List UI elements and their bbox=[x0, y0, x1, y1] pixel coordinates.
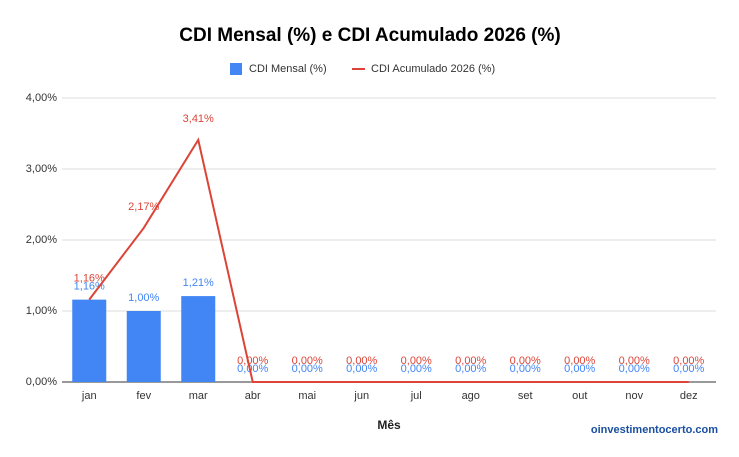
x-tick-label: jul bbox=[410, 390, 422, 402]
x-tick-label: mai bbox=[298, 390, 316, 402]
y-tick-label: 0,00% bbox=[26, 376, 57, 388]
value-label: 0,00% bbox=[564, 355, 595, 367]
value-label: 0,00% bbox=[346, 355, 377, 367]
value-label: 1,21% bbox=[183, 277, 214, 289]
value-label: 0,00% bbox=[455, 363, 486, 375]
value-label: 0,00% bbox=[619, 355, 650, 367]
bar bbox=[126, 311, 161, 382]
x-tick-label: dez bbox=[680, 390, 698, 402]
value-label: 0,00% bbox=[673, 363, 704, 375]
legend-label: CDI Acumulado 2026 (%) bbox=[371, 63, 495, 75]
legend-swatch bbox=[230, 63, 242, 75]
x-tick-label: jun bbox=[353, 390, 369, 402]
x-tick-label: fev bbox=[136, 390, 151, 402]
chart-title: CDI Mensal (%) e CDI Acumulado 2026 (%) bbox=[179, 25, 560, 46]
value-label: 0,00% bbox=[237, 363, 268, 375]
value-label: 0,00% bbox=[292, 363, 323, 375]
x-tick-label: set bbox=[518, 390, 533, 402]
value-label: 0,00% bbox=[346, 363, 377, 375]
x-tick-label: mar bbox=[189, 390, 208, 402]
y-tick-label: 4,00% bbox=[26, 92, 57, 104]
value-label: 0,00% bbox=[510, 363, 541, 375]
value-label: 0,00% bbox=[564, 363, 595, 375]
y-tick-label: 3,00% bbox=[26, 163, 57, 175]
value-label: 0,00% bbox=[401, 363, 432, 375]
value-label: 0,00% bbox=[510, 355, 541, 367]
value-label: 2,17% bbox=[128, 201, 159, 213]
value-label: 0,00% bbox=[401, 355, 432, 367]
x-tick-label: nov bbox=[625, 390, 643, 402]
value-label: 3,41% bbox=[183, 113, 214, 125]
x-tick-label: jan bbox=[81, 390, 97, 402]
line bbox=[88, 137, 689, 383]
value-label: 1,00% bbox=[128, 292, 159, 304]
source: oinvestimentocerto.com bbox=[591, 424, 718, 436]
x-tick-label: abr bbox=[245, 390, 261, 402]
x-tick-label: out bbox=[572, 390, 587, 402]
bar bbox=[181, 296, 216, 382]
value-label: 0,00% bbox=[237, 355, 268, 367]
value-label: 1,16% bbox=[74, 273, 105, 285]
bar bbox=[72, 299, 107, 382]
legend-label: CDI Mensal (%) bbox=[249, 63, 327, 75]
x-tick-label: ago bbox=[462, 390, 480, 402]
value-label: 0,00% bbox=[455, 355, 486, 367]
y-tick-label: 2,00% bbox=[26, 234, 57, 246]
value-label: 0,00% bbox=[619, 363, 650, 375]
x-axis-title: Mês bbox=[377, 418, 401, 432]
value-label: 0,00% bbox=[292, 355, 323, 367]
y-tick-label: 1,00% bbox=[26, 305, 57, 317]
value-label: 0,00% bbox=[673, 355, 704, 367]
